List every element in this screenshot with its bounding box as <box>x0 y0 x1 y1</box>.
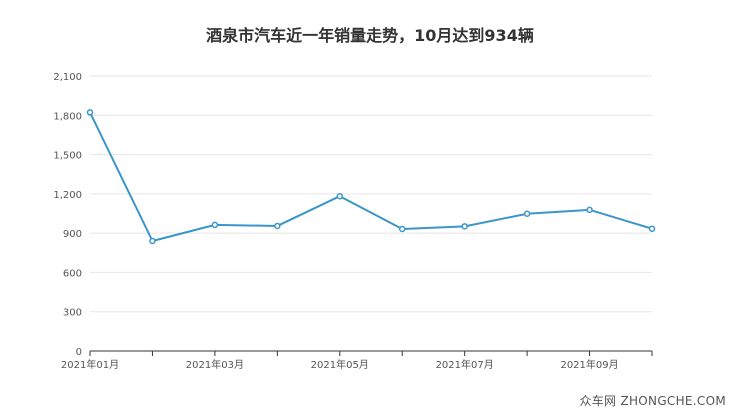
y-tick-label: 1,800 <box>53 111 82 122</box>
chart-title: 酒泉市汽车近一年销量走势，10月达到934辆 <box>206 26 534 45</box>
x-tick-label: 2021年03月 <box>186 358 244 371</box>
x-tick-labels: 2021年01月 2021年03月 2021年05月 2021年07月 2021年09月 <box>61 358 619 371</box>
data-point <box>211 221 219 229</box>
axes <box>89 350 653 356</box>
data-point <box>461 223 468 230</box>
data-point <box>523 210 531 218</box>
watermark-logo: 众车网 ZHONGCHE.COM <box>579 394 726 408</box>
data-point <box>86 109 94 116</box>
data-point <box>149 237 156 245</box>
x-tick-label: 2021年05月 <box>311 358 369 371</box>
data-point <box>648 225 656 232</box>
grid-lines <box>90 75 652 313</box>
series-line <box>89 111 653 242</box>
y-tick-label: 600 <box>63 268 82 279</box>
data-point <box>336 192 344 200</box>
y-tick-label: 1,200 <box>53 190 82 201</box>
data-point <box>586 206 593 214</box>
y-tick-label: 900 <box>63 229 82 240</box>
x-tick-label: 2021年09月 <box>560 358 618 371</box>
data-point <box>398 225 406 233</box>
y-tick-label: 0 <box>76 347 82 358</box>
y-tick-label: 300 <box>63 308 82 319</box>
y-tick-labels: 0 300 600 900 1,200 1,500 1,800 2,100 <box>53 72 82 358</box>
y-tick-label: 1,500 <box>53 151 82 162</box>
x-tick-label: 2021年07月 <box>436 358 494 371</box>
y-tick-label: 2,100 <box>53 72 82 83</box>
data-series <box>86 109 656 245</box>
x-tick-label: 2021年01月 <box>61 358 119 371</box>
data-point <box>274 222 281 230</box>
